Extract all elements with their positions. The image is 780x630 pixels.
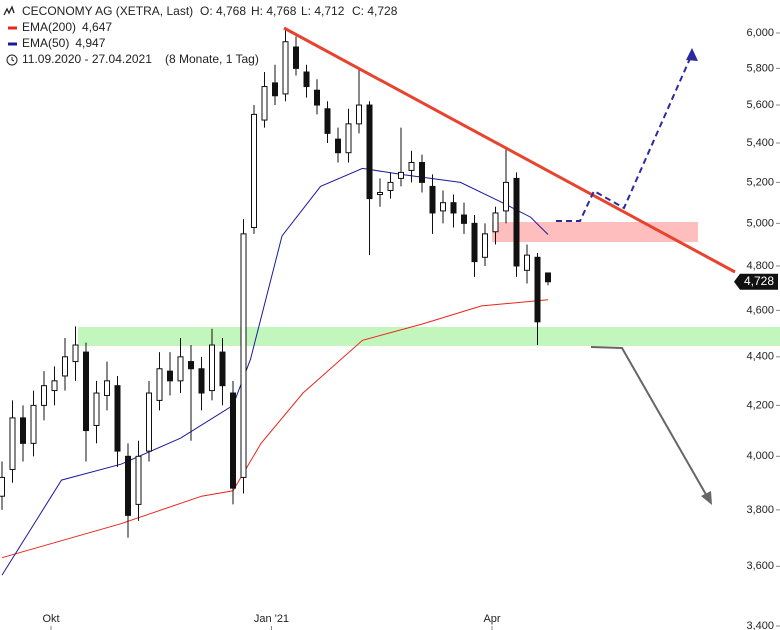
candle-body: [482, 233, 488, 258]
candle-body: [135, 455, 142, 505]
candle-body: [303, 71, 310, 88]
chart-icon: [3, 5, 15, 16]
candle-body: [114, 385, 121, 452]
candle-body: [167, 370, 173, 382]
candle-body: [461, 214, 467, 224]
candle-body: [209, 344, 215, 392]
candle-body: [387, 181, 394, 191]
y-tick-label: 4,200: [746, 399, 774, 411]
legend-value: 4,647: [82, 20, 112, 34]
candle-body: [125, 455, 131, 516]
x-tick-label: Okt: [42, 613, 59, 625]
clock-icon: [6, 54, 18, 66]
legend-swatch: [8, 42, 17, 46]
bearish-arrowhead: [701, 491, 712, 505]
candle-body: [345, 123, 352, 154]
candle-body: [492, 212, 499, 233]
candle-body: [450, 202, 457, 214]
candle-body: [366, 104, 373, 200]
candle-body: [356, 104, 362, 125]
y-tick-label: 4,600: [746, 304, 774, 316]
candle-body: [0, 476, 5, 497]
candle-body: [156, 368, 163, 401]
candle-body: [377, 191, 383, 196]
legend-value: 4,947: [75, 36, 105, 50]
low-label: L: 4,712: [301, 4, 345, 18]
candle-body: [282, 41, 289, 95]
clock-hands: [11, 57, 15, 62]
x-tick-label: Apr: [483, 613, 500, 625]
ema-line: [1, 299, 549, 559]
candle-body: [240, 233, 247, 478]
candle-body: [314, 89, 320, 106]
candle-body: [261, 86, 268, 121]
last-price-tag: [734, 273, 778, 290]
candle-body: [93, 392, 100, 426]
y-tick-label: 5,600: [746, 99, 774, 111]
y-tick-label: 5,000: [746, 217, 774, 229]
plot: [0, 29, 551, 576]
legend-swatch: [8, 26, 17, 30]
candle-body: [293, 46, 299, 69]
y-tick-label: 3,400: [746, 620, 774, 630]
y-tick-label: 4,800: [746, 260, 774, 272]
candle-body: [177, 356, 184, 382]
candle-body: [335, 138, 341, 154]
header: CECONOMY AG (XETRA, Last) O: 4,768 H: 4,…: [3, 4, 398, 66]
close-label: C: 4,728: [352, 4, 398, 18]
candle-body: [104, 380, 110, 396]
bullish-arrow: [556, 53, 693, 222]
open-label: O: 4,768: [200, 4, 246, 18]
y-tick-label: 4,000: [746, 450, 774, 462]
trend-line: [283, 26, 736, 274]
candle-body: [545, 272, 551, 283]
candle-body: [230, 392, 236, 489]
candle-body: [198, 368, 205, 394]
y-tick-label: 6,000: [746, 27, 774, 39]
date-span: (8 Monate, 1 Tag): [165, 52, 259, 66]
candle-body: [20, 417, 26, 444]
y-tick-label: 5,200: [746, 176, 774, 188]
candle-body: [251, 113, 257, 229]
candle-body: [440, 202, 446, 212]
candle-body: [51, 380, 58, 392]
candle-body: [408, 162, 415, 171]
candle-body: [513, 177, 520, 267]
y-tick-label: 3,800: [746, 504, 774, 516]
candle-body: [62, 356, 68, 377]
support-zone: [78, 327, 780, 346]
y-tick-label: 5,800: [746, 62, 774, 74]
candle-body: [9, 417, 16, 470]
resistance-zone: [492, 222, 698, 242]
y-tick-label: 3,600: [746, 560, 774, 572]
high-label: H: 4,768: [251, 4, 297, 18]
candle-body: [30, 404, 37, 444]
candle-body: [471, 222, 478, 263]
legend-name: EMA(200): [22, 20, 76, 34]
candle-body: [272, 82, 278, 97]
legend-name: EMA(50): [22, 36, 69, 50]
y-tick-label: 5,400: [746, 137, 774, 149]
chart-title: CECONOMY AG (XETRA, Last): [22, 4, 193, 18]
candle-body: [534, 256, 541, 323]
date-range: 11.09.2020 - 27.04.2021: [22, 52, 152, 66]
candle-body: [419, 162, 425, 183]
candle-body: [41, 385, 47, 406]
candle-body: [324, 108, 331, 134]
last-price-label: 4,728: [744, 274, 774, 288]
bullish-arrowhead: [686, 48, 698, 61]
candle-body: [146, 392, 152, 452]
x-tick-label: Jan '21: [254, 613, 289, 625]
bearish-arrow: [590, 346, 709, 499]
candle-body: [72, 344, 79, 363]
candle-body: [429, 185, 436, 214]
candle-body: [524, 254, 530, 271]
candle-body: [219, 351, 226, 387]
candle-body: [188, 361, 194, 370]
y-tick-label: 4,400: [746, 351, 774, 363]
candle-body: [503, 181, 509, 212]
candle-body: [398, 171, 404, 179]
candle-body: [83, 351, 89, 432]
